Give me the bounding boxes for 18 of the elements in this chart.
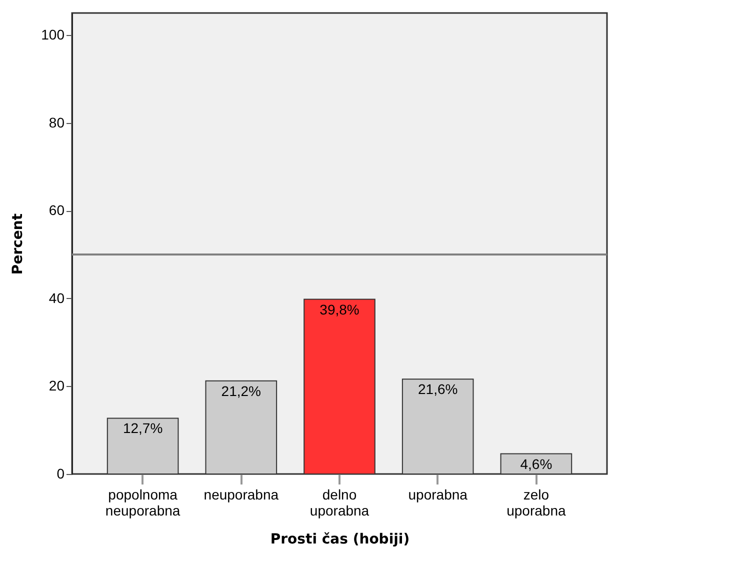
x-axis-title: Prosti čas (hobiji) [270,532,410,548]
y-tick-label: 80 [48,114,65,130]
x-tick-label: zelo uporabna [506,486,566,518]
y-axis-title: Percent [10,213,26,275]
data-label: 4,6% [520,456,552,472]
x-tick-label: popolnoma neuporabna [105,486,180,518]
data-label: 12,7% [122,420,163,436]
data-label: 21,6% [418,381,458,398]
y-tick-label: 100 [41,26,65,42]
data-label: 21,2% [221,382,262,399]
y-tick-label: 0 [56,466,65,482]
x-tick-label: uporabna [408,486,468,502]
y-tick-label: 60 [48,202,65,218]
x-tick-label: neuporabna [204,486,279,502]
data-label: 39,8% [320,301,360,318]
y-tick-label: 20 [48,378,65,394]
y-tick-label: 40 [48,290,65,306]
x-tick-label: delno uporabna [310,486,370,518]
